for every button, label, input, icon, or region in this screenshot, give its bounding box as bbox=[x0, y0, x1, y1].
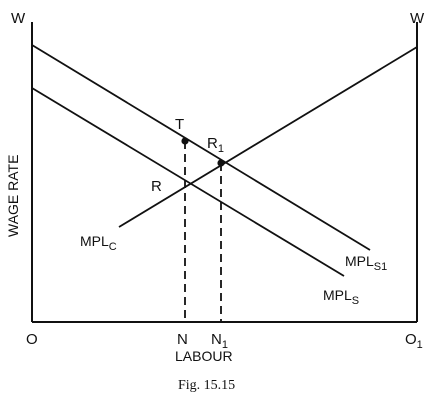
origin-o1-label: O1 bbox=[405, 331, 423, 351]
mpl-c-label: MPLC bbox=[80, 233, 117, 253]
mpl-s1-label: MPLS1 bbox=[345, 253, 387, 273]
mpl-c-main: MPL bbox=[80, 233, 109, 249]
mpl-c-sub: C bbox=[109, 241, 117, 253]
y-axis-label: WAGE RATE bbox=[5, 155, 21, 237]
point-n-label: N bbox=[177, 331, 188, 348]
mpl-s-label: MPLS bbox=[323, 287, 359, 307]
right-w-label: W bbox=[410, 10, 425, 27]
point-r1-main: R bbox=[207, 135, 218, 152]
mpl-s-sub: S bbox=[352, 295, 359, 307]
point-r-label: R bbox=[151, 178, 162, 195]
origin-o1-sub: 1 bbox=[417, 339, 423, 351]
left-w-label: W bbox=[11, 10, 26, 27]
mpl-c-curve bbox=[118, 46, 418, 228]
point-n1-main: N bbox=[211, 331, 222, 348]
point-t-marker bbox=[181, 137, 189, 145]
x-axis-label: LABOUR bbox=[175, 348, 233, 364]
mpl-s1-sub: S1 bbox=[374, 261, 387, 273]
point-t-label: T bbox=[175, 116, 184, 133]
mpl-s-curve bbox=[31, 87, 345, 277]
point-n1-sub: 1 bbox=[222, 339, 228, 351]
point-n1-label: N1 bbox=[211, 331, 228, 351]
mpl-s1-main: MPL bbox=[345, 253, 374, 269]
mpl-s1-curve bbox=[31, 44, 371, 251]
point-r1-label: R1 bbox=[207, 135, 224, 155]
origin-o1-main: O bbox=[405, 331, 417, 348]
point-r1-sub: 1 bbox=[218, 143, 224, 155]
point-r1-marker bbox=[217, 159, 225, 167]
origin-o-label: O bbox=[26, 331, 38, 348]
figure-caption: Fig. 15.15 bbox=[178, 378, 235, 393]
mpl-s-main: MPL bbox=[323, 287, 352, 303]
